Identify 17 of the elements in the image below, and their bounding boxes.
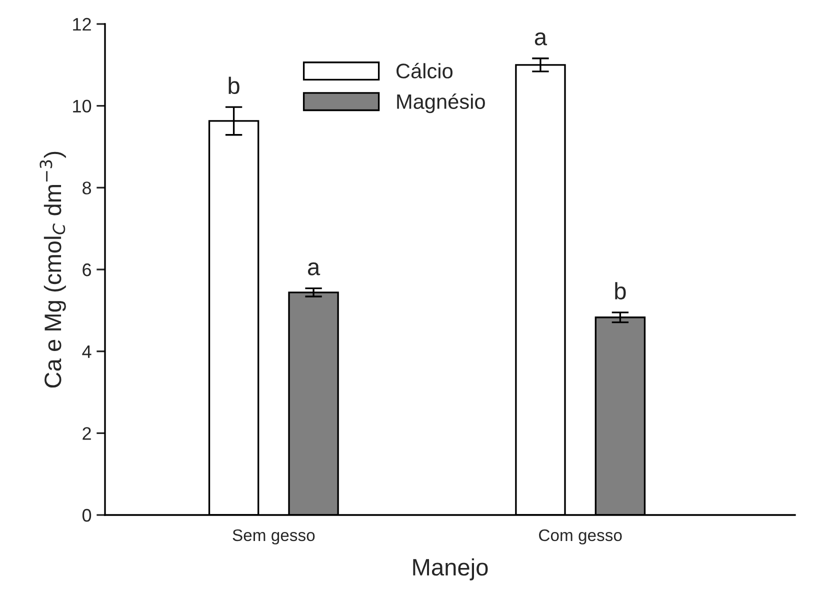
legend-label: Cálcio <box>396 62 452 78</box>
x-tick-label: Sem gesso <box>232 529 315 544</box>
y-axis-title: Ca e Mg (cmol$_{C}$ dm$^{−3}$) <box>40 152 66 388</box>
y-tick-label: 10 <box>73 100 92 113</box>
y-tick-label: 2 <box>82 427 91 440</box>
data-label: a <box>308 262 320 276</box>
y-tick-label: 6 <box>82 263 92 276</box>
x-tick-label: Com gesso <box>539 529 622 544</box>
data-label: a <box>534 32 548 46</box>
x-axis-title: Manejo <box>413 558 488 580</box>
y-tick-label: 12 <box>73 18 91 31</box>
data-label: b <box>228 76 240 94</box>
legend-label: Magnésio <box>397 93 485 114</box>
y-tick-label: 4 <box>82 345 92 358</box>
data-label: b <box>615 282 626 300</box>
y-tick-label: 8 <box>82 182 92 194</box>
y-tick-label: 0 <box>82 508 92 522</box>
